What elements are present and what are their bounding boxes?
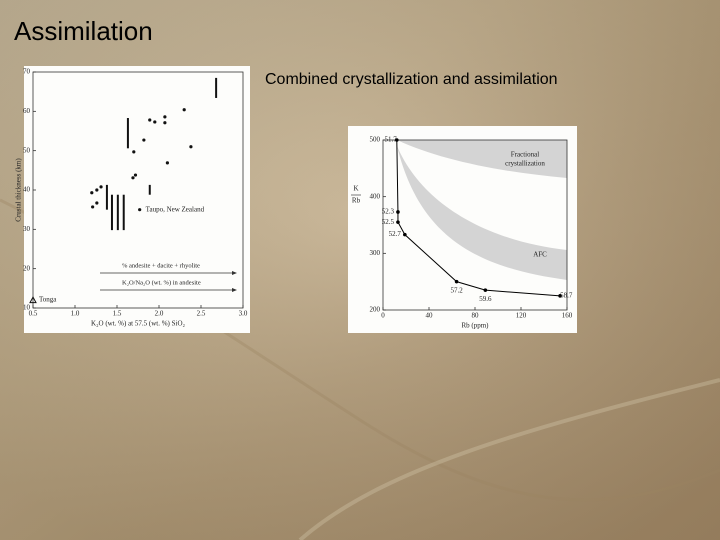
point: [396, 220, 400, 224]
point: [189, 145, 193, 149]
figure-panel: [24, 66, 250, 333]
annotation: AFC: [533, 251, 547, 259]
point: [133, 173, 138, 177]
point: [396, 210, 400, 214]
x-tick-label: 0.5: [29, 310, 38, 318]
point: [153, 120, 157, 124]
point-label: 51.7: [385, 136, 398, 144]
point: [138, 208, 142, 212]
point: [95, 188, 99, 192]
y-tick-label: 40: [23, 186, 31, 194]
point-label: 58.7: [560, 291, 573, 299]
point: [395, 138, 399, 142]
point: [99, 185, 103, 189]
annotation: Fractional: [511, 151, 539, 159]
x-tick-label: 160: [562, 312, 573, 320]
y-tick-label: 20: [23, 264, 31, 272]
point: [163, 115, 167, 119]
x-tick-label: 2.0: [155, 310, 164, 318]
slide-caption: Combined crystallization and assimilatio…: [265, 71, 558, 88]
y-axis-label: Crustal thickness (km): [15, 158, 23, 222]
x-axis-label: Rb (ppm): [461, 322, 489, 330]
point: [132, 150, 136, 154]
model-band: [397, 140, 567, 178]
series-label: Taupo, New Zealand: [146, 205, 205, 213]
point: [403, 232, 407, 237]
x-tick-label: 40: [426, 312, 434, 320]
point: [90, 191, 94, 195]
point: [131, 176, 135, 180]
x-tick-label: 1.5: [113, 310, 122, 318]
arrow-head: [232, 288, 237, 292]
point: [29, 296, 37, 304]
point-label: 59.6: [479, 295, 492, 303]
y-tick-label: 300: [370, 249, 381, 257]
x-tick-label: 1.0: [71, 310, 80, 318]
y-tick-label: 30: [23, 225, 31, 233]
marble-vein: [298, 378, 720, 540]
x-tick-label: 2.5: [197, 310, 206, 318]
arrow-head: [232, 271, 237, 275]
x-tick-label: 80: [472, 312, 480, 320]
point: [163, 121, 167, 125]
y-tick-label: 400: [370, 192, 381, 200]
x-tick-label: 120: [516, 312, 527, 320]
y-tick-label: 500: [370, 136, 381, 144]
y-tick-label: 200: [370, 306, 381, 314]
point-label: 52.3: [382, 208, 395, 216]
x-tick-label: 3.0: [239, 310, 248, 318]
y-axis-label: K: [353, 185, 358, 193]
x-tick-label: 0: [381, 312, 385, 320]
point: [483, 288, 488, 292]
model-band: [397, 146, 567, 280]
point: [148, 118, 152, 122]
annotation: crystallization: [505, 160, 545, 168]
point: [454, 279, 459, 284]
series-label: Tonga: [39, 296, 57, 304]
point-label: 52.5: [382, 218, 395, 226]
x-axis-label: K₂O (wt. %) at 57.5 (wt. %) SiO₂: [91, 320, 185, 328]
point: [182, 108, 186, 112]
point-label: 57.2: [450, 286, 463, 294]
y-axis-label: Rb: [352, 197, 361, 205]
point: [165, 161, 169, 165]
point: [558, 294, 562, 298]
annotation: K₂O/Na₂O (wt. %) in andesite: [122, 279, 201, 286]
slide-title: Assimilation: [14, 16, 153, 46]
point: [142, 138, 146, 142]
y-tick-label: 50: [23, 146, 31, 154]
annotation: % andesite + dacite + rhyolite: [122, 262, 200, 269]
y-tick-label: 10: [23, 304, 31, 312]
point: [91, 205, 95, 209]
y-tick-label: 70: [23, 68, 31, 76]
y-tick-label: 60: [23, 107, 31, 115]
point: [95, 201, 99, 205]
point-label: 52.7: [389, 230, 402, 238]
